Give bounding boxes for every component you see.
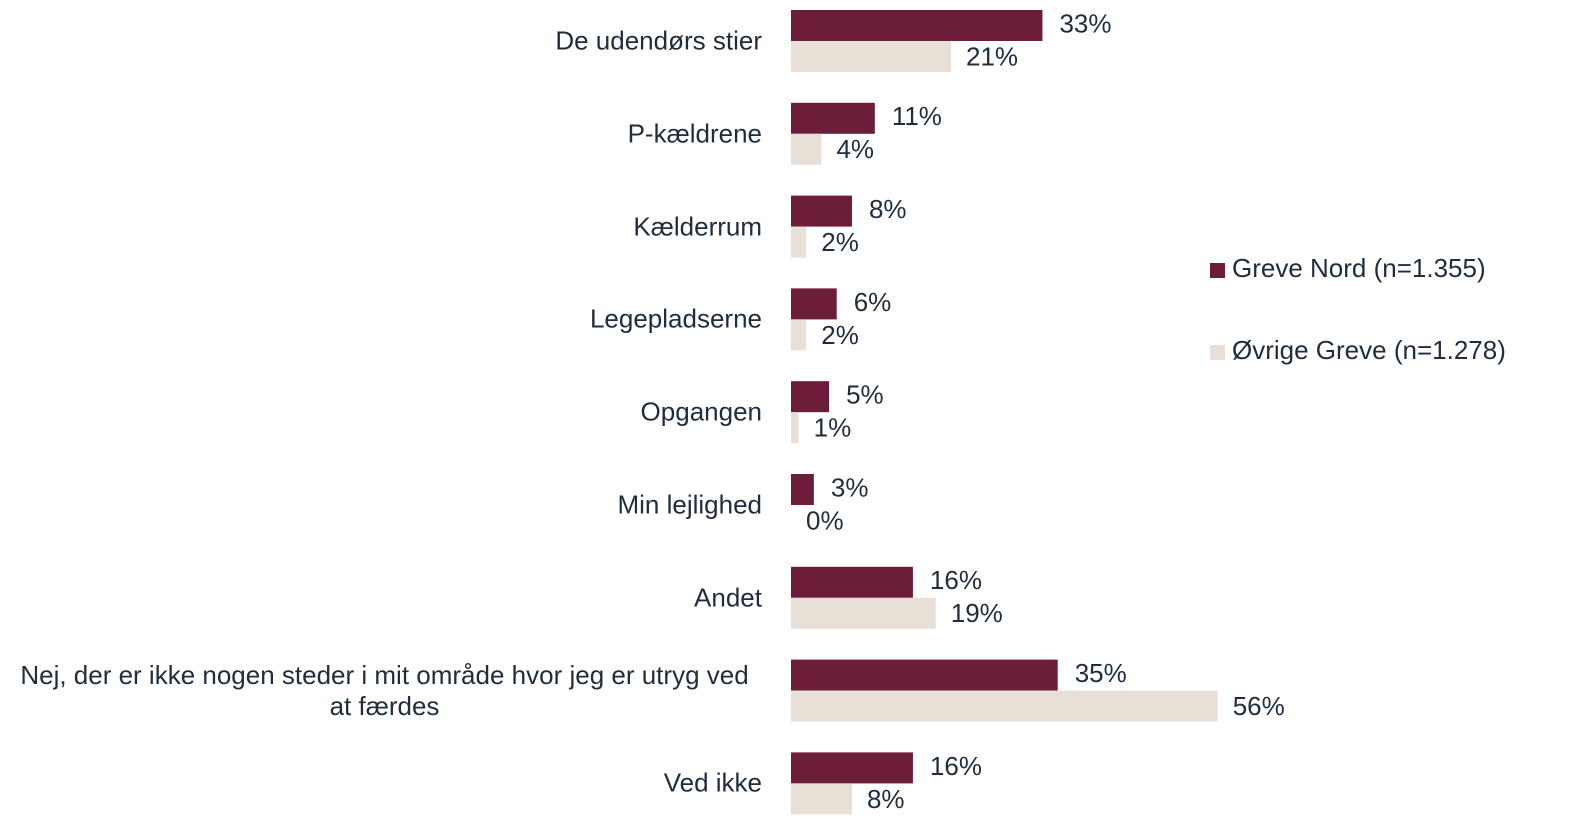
category-label: Legepladserne (589, 303, 762, 334)
bar (791, 226, 807, 258)
category-label: Min lejlighed (617, 489, 762, 520)
bar (791, 195, 852, 227)
category-label-box: Andet (694, 582, 762, 613)
legend-swatch (1210, 263, 1225, 278)
legend-label: Øvrige Greve (n=1.278) (1232, 335, 1506, 365)
category-label-box: Min lejlighed (617, 490, 762, 521)
value-label: 4% (836, 134, 874, 164)
value-label: 2% (821, 320, 859, 350)
bar (791, 659, 1058, 691)
bar (791, 783, 852, 815)
category-label: Ved ikke (663, 767, 762, 798)
bar (791, 102, 875, 134)
value-label: 6% (854, 287, 892, 317)
value-label: 33% (1059, 8, 1111, 38)
category-label: P-kældrene (627, 118, 762, 149)
category-label-box: Nej, der er ikke nogen steder i mit områ… (7, 660, 762, 722)
bar (791, 319, 807, 351)
legend-label: Greve Nord (n=1.355) (1232, 253, 1486, 283)
value-label: 5% (846, 380, 884, 410)
category-label-box: Opgangen (641, 397, 762, 428)
bar (791, 752, 913, 784)
category-label-box: P-kældrene (628, 118, 762, 149)
value-label: 35% (1075, 658, 1127, 688)
legend-swatch (1210, 345, 1225, 360)
value-label: 56% (1233, 691, 1285, 721)
bar (791, 41, 952, 72)
value-label: 0% (806, 505, 844, 535)
bar (791, 690, 1218, 722)
category-label-box: Legepladserne (590, 304, 762, 335)
category-label: Andet (694, 582, 762, 613)
category-label-box: De udendørs stier (555, 26, 762, 57)
bar (791, 597, 936, 629)
value-label: 21% (966, 41, 1018, 71)
value-label: 19% (951, 598, 1003, 628)
category-label: Kælderrum (633, 211, 762, 242)
value-label: 8% (869, 194, 907, 224)
category-label-box: Ved ikke (664, 768, 762, 799)
bar (791, 381, 830, 413)
value-label: 2% (821, 227, 859, 257)
bar (791, 474, 814, 505)
value-label: 1% (814, 413, 852, 443)
bar (791, 566, 913, 598)
value-label: 11% (892, 101, 942, 131)
value-label: 16% (930, 751, 982, 781)
category-label-box: Kælderrum (633, 211, 762, 242)
category-label: Nej, der er ikke nogen steder i mit områ… (20, 659, 749, 721)
bar (791, 10, 1043, 41)
category-label: Opgangen (640, 396, 762, 427)
bar (791, 133, 822, 165)
bar (791, 288, 837, 320)
value-label: 8% (867, 784, 905, 814)
value-label: 16% (930, 565, 982, 595)
category-label: De udendørs stier (555, 25, 762, 56)
bar (791, 412, 799, 444)
value-label: 3% (831, 472, 869, 502)
